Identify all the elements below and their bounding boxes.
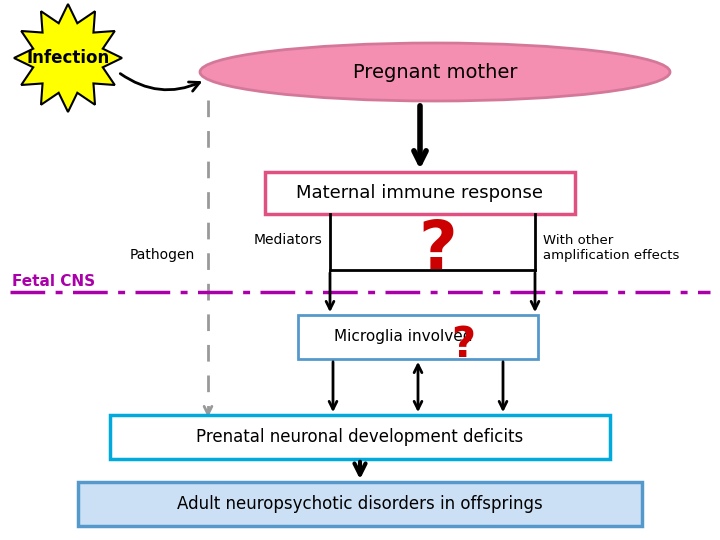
Text: Prenatal neuronal development deficits: Prenatal neuronal development deficits <box>197 428 523 446</box>
FancyBboxPatch shape <box>265 172 575 214</box>
FancyBboxPatch shape <box>298 315 538 359</box>
FancyBboxPatch shape <box>110 415 610 459</box>
FancyBboxPatch shape <box>78 482 642 526</box>
Text: With other
amplification effects: With other amplification effects <box>543 233 680 262</box>
Text: ?: ? <box>418 217 457 283</box>
Text: Maternal immune response: Maternal immune response <box>297 184 544 202</box>
Text: Fetal CNS: Fetal CNS <box>12 274 95 289</box>
Text: Pathogen: Pathogen <box>130 248 195 262</box>
Polygon shape <box>14 4 122 112</box>
Text: ?: ? <box>451 324 475 366</box>
Text: Pregnant mother: Pregnant mother <box>353 63 517 82</box>
Text: Mediators: Mediators <box>253 233 322 247</box>
Text: Microglia involved: Microglia involved <box>334 329 472 345</box>
Text: Infection: Infection <box>27 49 109 67</box>
Ellipse shape <box>200 43 670 101</box>
Text: Adult neuropsychotic disorders in offsprings: Adult neuropsychotic disorders in offspr… <box>177 495 543 513</box>
FancyArrowPatch shape <box>120 73 199 91</box>
